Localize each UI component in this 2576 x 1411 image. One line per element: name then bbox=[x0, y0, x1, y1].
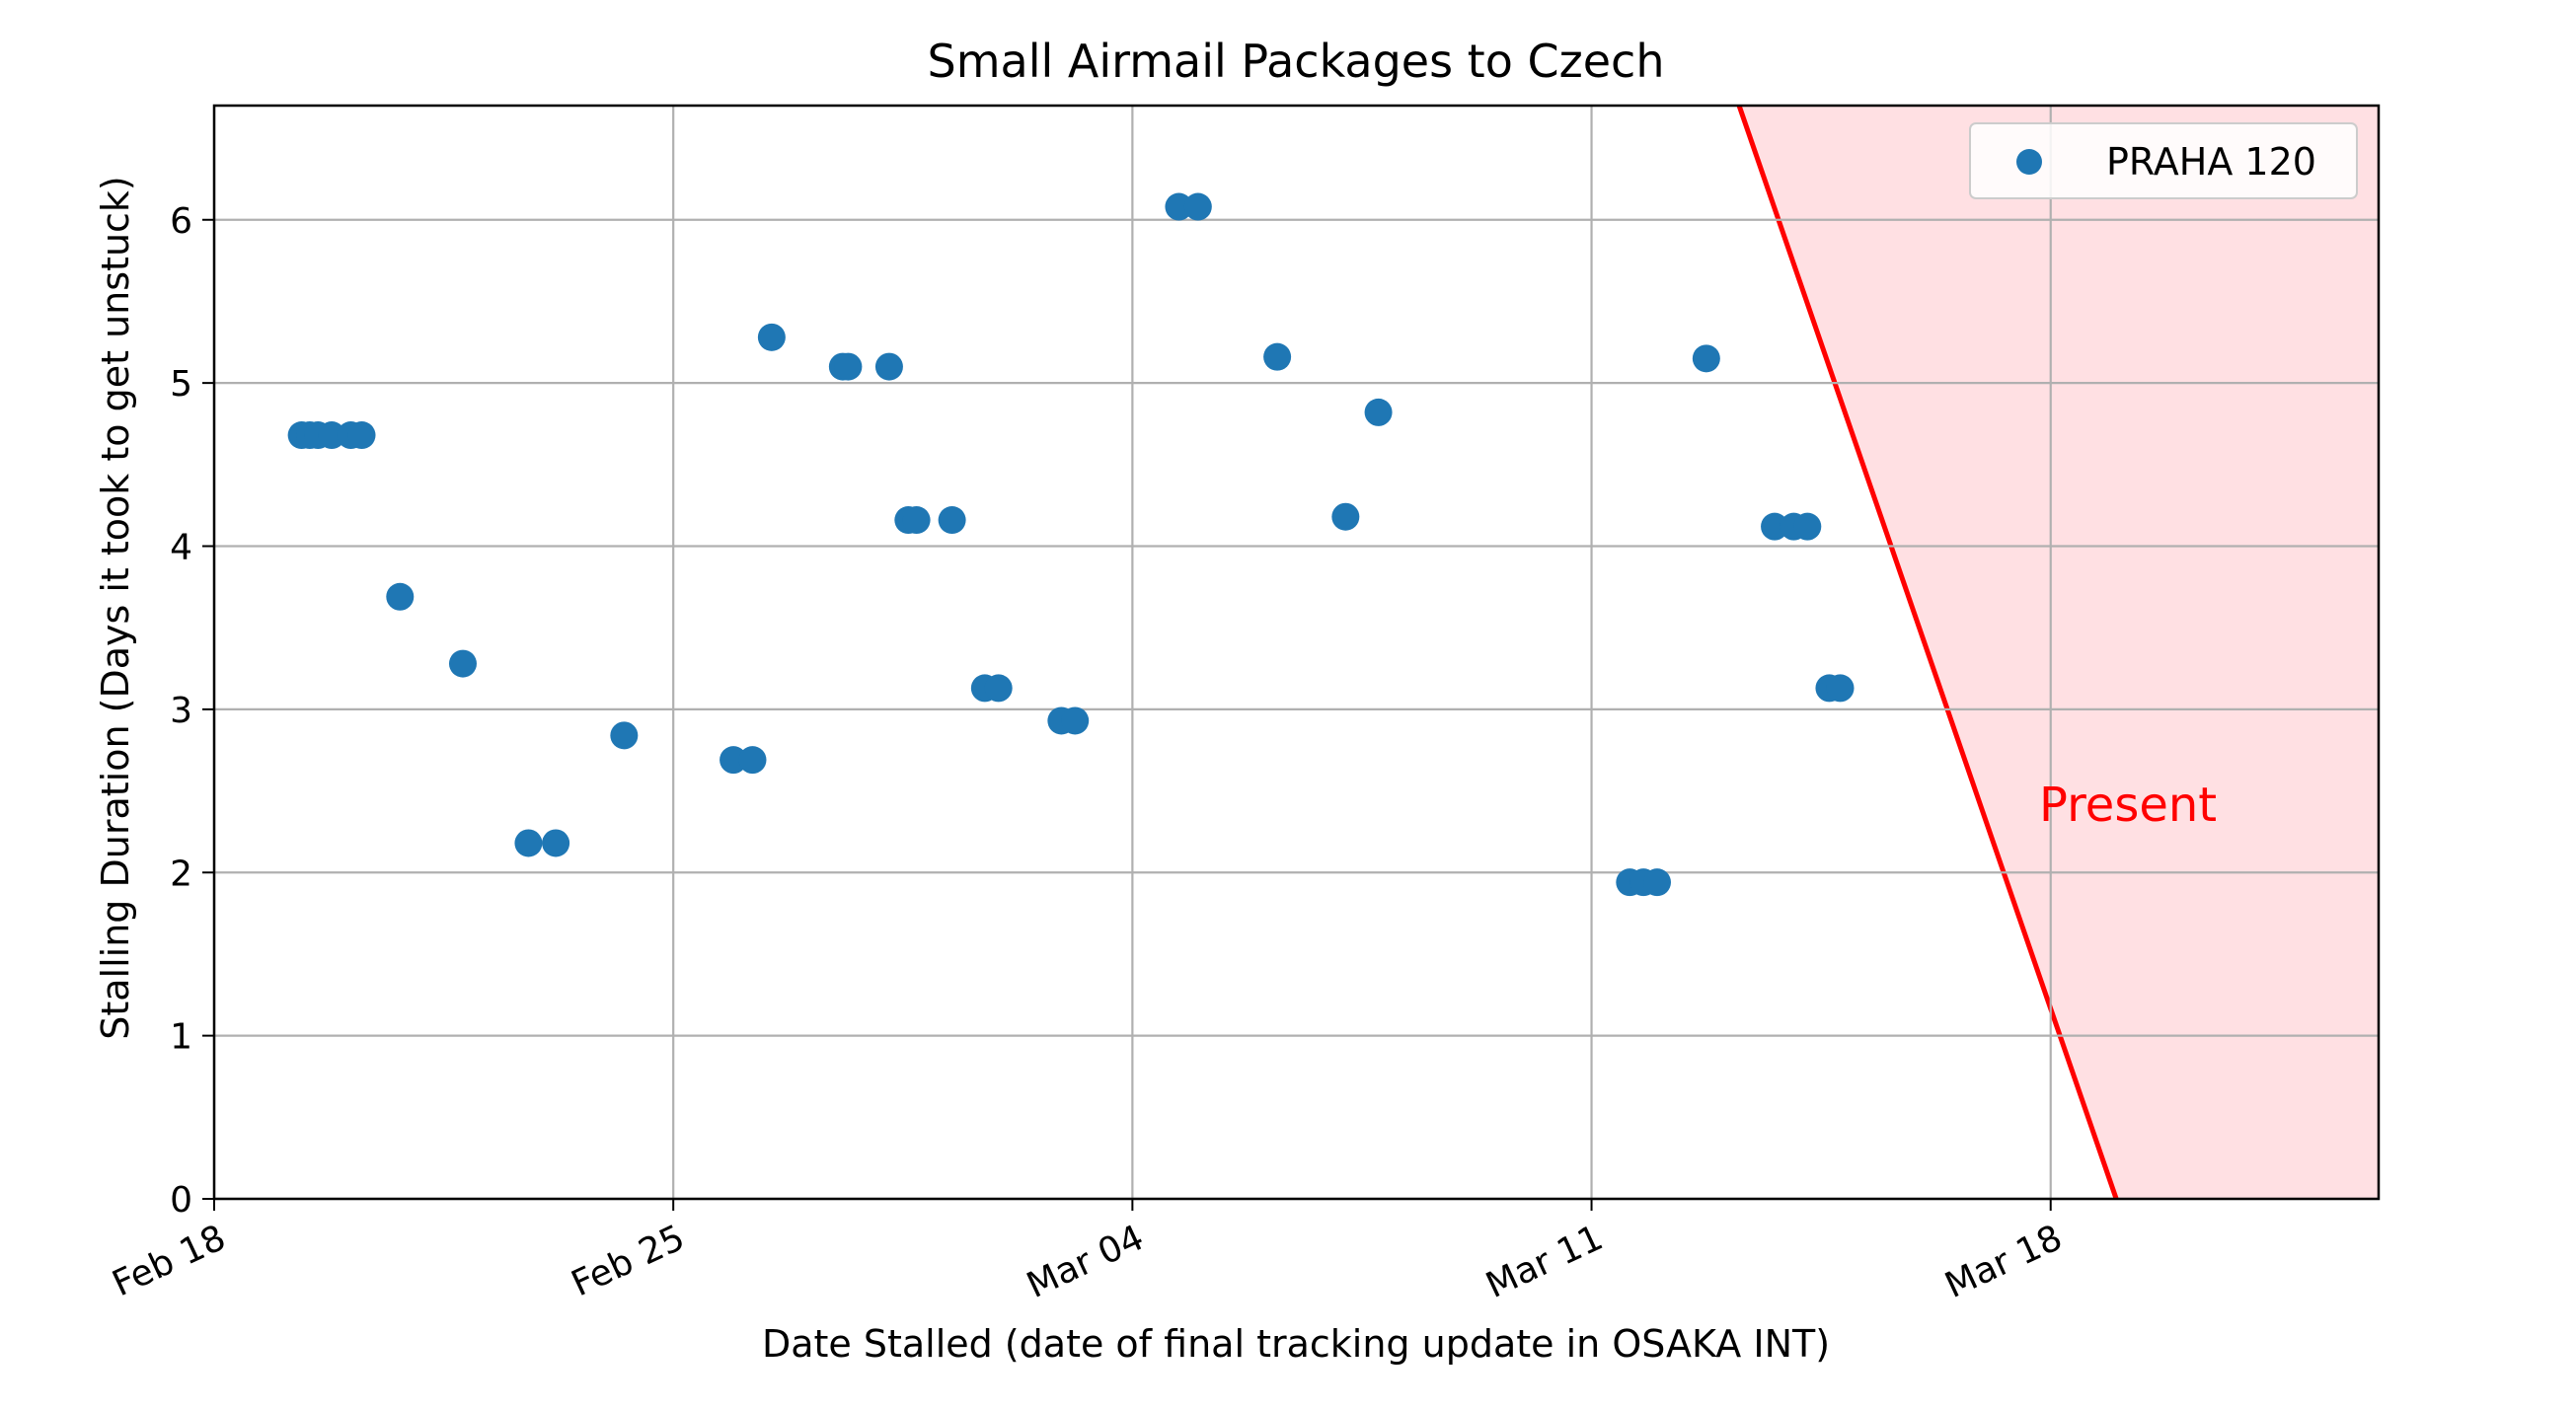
data-point bbox=[1263, 342, 1292, 371]
scatter-series bbox=[287, 192, 1855, 897]
legend-marker bbox=[2016, 149, 2042, 175]
data-point bbox=[1643, 868, 1671, 897]
data-point bbox=[448, 649, 477, 678]
legend-entry-praha-120: PRAHA 120 bbox=[2106, 140, 2316, 184]
x-tick-label: Feb 18 bbox=[107, 1218, 232, 1304]
y-tick-label: 3 bbox=[170, 691, 192, 731]
plot-frame bbox=[212, 104, 2381, 1201]
data-point bbox=[1761, 512, 1789, 541]
data-point bbox=[1061, 706, 1090, 735]
x-tick-label: Feb 25 bbox=[566, 1218, 691, 1304]
y-axis-label: Stalling Duration (Days it took to get u… bbox=[94, 176, 137, 1040]
y-tick-label: 6 bbox=[170, 201, 192, 242]
data-point bbox=[1183, 192, 1212, 221]
data-point bbox=[938, 506, 966, 535]
data-point bbox=[984, 674, 1013, 703]
legend: PRAHA 120 bbox=[1969, 122, 2358, 199]
x-tick-label: Mar 18 bbox=[1939, 1218, 2069, 1306]
present-shading bbox=[1739, 106, 2379, 1199]
data-point bbox=[757, 323, 786, 351]
data-point bbox=[542, 829, 570, 857]
legend-box bbox=[1969, 122, 2358, 199]
chart-title: Small Airmail Packages to Czech bbox=[928, 35, 1665, 88]
y-tick-label: 0 bbox=[170, 1180, 192, 1221]
data-point bbox=[1826, 674, 1855, 703]
data-point bbox=[514, 829, 543, 857]
data-point bbox=[1331, 502, 1360, 531]
x-tick-label: Mar 11 bbox=[1480, 1218, 1610, 1306]
data-point bbox=[1165, 192, 1193, 221]
data-point bbox=[1692, 344, 1720, 373]
data-point bbox=[318, 421, 346, 450]
present-region bbox=[1736, 105, 2379, 1200]
data-point bbox=[738, 746, 767, 775]
y-tick-label: 4 bbox=[170, 528, 192, 568]
data-point bbox=[347, 421, 376, 450]
data-point bbox=[720, 746, 748, 775]
axes-frame bbox=[212, 104, 2381, 1201]
present-label: Present bbox=[2039, 778, 2217, 833]
data-point bbox=[1364, 398, 1393, 426]
y-tick-label: 2 bbox=[170, 854, 192, 894]
data-point bbox=[834, 352, 863, 381]
present-boundary-line bbox=[1736, 105, 2119, 1200]
data-point bbox=[874, 352, 903, 381]
data-point bbox=[386, 582, 415, 611]
data-point bbox=[902, 506, 931, 535]
x-axis-label: Date Stalled (date of final tracking upd… bbox=[762, 1322, 1830, 1366]
y-tick-label: 5 bbox=[170, 364, 192, 405]
data-point bbox=[1793, 512, 1822, 541]
y-tick-label: 1 bbox=[170, 1017, 192, 1058]
data-point bbox=[610, 721, 639, 750]
x-tick-label: Mar 04 bbox=[1021, 1218, 1150, 1306]
